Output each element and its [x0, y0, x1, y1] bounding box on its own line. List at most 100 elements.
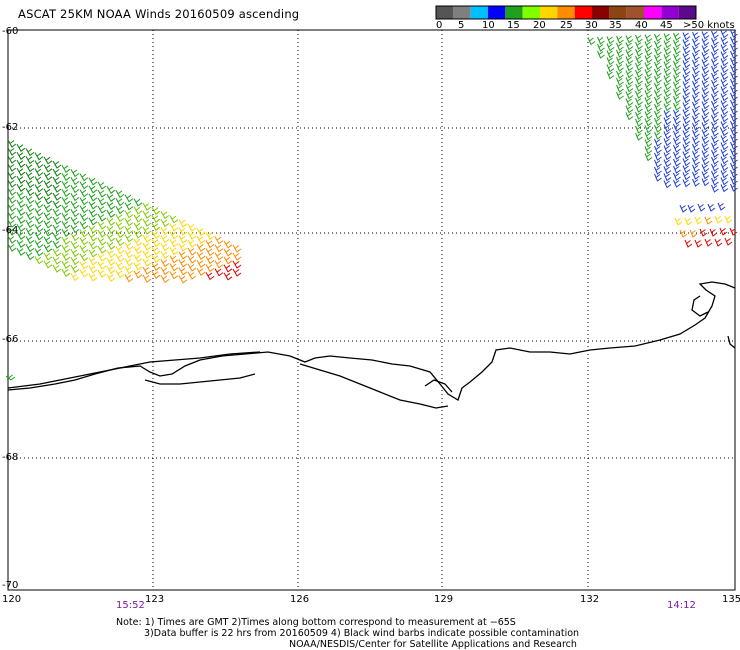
- wind-barb: [730, 99, 738, 108]
- wind-barb: [106, 225, 116, 234]
- wind-barb: [709, 228, 718, 237]
- wind-barb: [52, 224, 62, 233]
- wind-barb: [7, 187, 17, 196]
- wind-barb: [70, 241, 80, 250]
- wind-barb: [169, 223, 179, 232]
- legend-label: 35: [609, 20, 622, 31]
- wind-barb: [115, 262, 125, 271]
- wind-barb: [106, 193, 116, 202]
- wind-barb: [644, 34, 653, 43]
- wind-barb: [205, 264, 215, 273]
- wind-barb: [635, 34, 643, 43]
- legend-swatch: [626, 6, 644, 19]
- legend-label: 0: [436, 20, 443, 31]
- wind-barb: [692, 164, 700, 173]
- wind-barb: [654, 75, 662, 84]
- wind-barb: [133, 254, 143, 263]
- wind-barb: [16, 151, 26, 160]
- wind-barb: [704, 238, 713, 247]
- wind-barb: [106, 217, 116, 226]
- wind-barb: [88, 233, 98, 242]
- wind-barb: [692, 38, 700, 47]
- wind-barb: [115, 230, 125, 239]
- wind-barb: [720, 72, 729, 81]
- wind-barb: [205, 248, 215, 257]
- wind-barb: [43, 172, 53, 181]
- wind-barb: [625, 56, 634, 65]
- wind-barb: [214, 236, 224, 245]
- wind-barb: [711, 51, 719, 60]
- wind-barb: [34, 208, 44, 217]
- wind-barb: [61, 204, 71, 213]
- wind-barb: [34, 160, 44, 169]
- wind-barb: [644, 104, 653, 113]
- legend-label: >50 knots: [683, 20, 735, 31]
- wind-barb: [25, 204, 35, 213]
- wind-barb: [625, 112, 634, 121]
- wind-barb: [97, 269, 107, 278]
- wind-barb: [52, 192, 62, 201]
- legend-swatch: [644, 6, 662, 19]
- wind-barb: [106, 257, 116, 266]
- wind-barb: [663, 61, 672, 70]
- wind-barb: [701, 108, 710, 117]
- wind-barb: [616, 91, 624, 100]
- wind-barb: [34, 152, 44, 161]
- wind-barb: [196, 259, 206, 268]
- wind-barb: [97, 253, 107, 262]
- wind-barb: [692, 136, 700, 145]
- wind-barb: [606, 43, 615, 52]
- wind-barb: [720, 128, 729, 137]
- wind-barb: [124, 234, 134, 243]
- wind-barb: [720, 30, 729, 39]
- wind-barb: [625, 105, 634, 114]
- wind-barb: [625, 63, 634, 72]
- wind-barb: [711, 44, 719, 53]
- wind-barb: [711, 114, 719, 123]
- wind-barb: [178, 227, 188, 236]
- wind-barb: [88, 249, 98, 258]
- wind-barb: [673, 165, 681, 174]
- wind-barb: [711, 177, 719, 186]
- wind-barb: [654, 40, 662, 49]
- wind-barb: [88, 185, 98, 194]
- pass-time-2: 14:12: [667, 600, 696, 611]
- wind-barb: [720, 51, 729, 60]
- wind-barb: [654, 47, 662, 56]
- wind-barb: [682, 116, 691, 125]
- wind-barb: [673, 123, 681, 132]
- wind-barb: [88, 209, 98, 218]
- wind-barb: [635, 118, 643, 127]
- wind-barb: [79, 229, 89, 238]
- wind-barb: [169, 231, 179, 240]
- wind-barb: [644, 146, 653, 155]
- wind-barb: [115, 190, 125, 199]
- wind-barb: [701, 101, 710, 110]
- wind-barb: [169, 263, 179, 272]
- wind-barb: [151, 214, 161, 223]
- wind-barb: [673, 53, 681, 62]
- wind-barb: [16, 207, 26, 216]
- wind-barb: [682, 109, 691, 118]
- wind-barb: [730, 78, 738, 87]
- wind-barb: [663, 68, 672, 77]
- wind-barb: [711, 128, 719, 137]
- lat-label-60: -60: [2, 26, 19, 37]
- wind-barb: [682, 60, 691, 69]
- wind-barb: [7, 235, 17, 244]
- wind-barb: [124, 242, 134, 251]
- wind-barb: [97, 181, 107, 190]
- wind-barb: [25, 252, 35, 261]
- wind-barb: [714, 238, 723, 247]
- wind-barb: [34, 168, 44, 177]
- wind-barb: [682, 46, 691, 55]
- wind-barb: [97, 213, 107, 222]
- note-line-1: Note: 1) Times are GMT 2)Times along bot…: [116, 617, 516, 628]
- wind-barb: [106, 209, 116, 218]
- wind-barb: [88, 193, 98, 202]
- legend-swatch: [557, 6, 575, 19]
- wind-barb: [142, 234, 152, 243]
- legend-swatch: [470, 6, 488, 19]
- wind-barb: [711, 30, 719, 39]
- wind-barb: [160, 259, 170, 268]
